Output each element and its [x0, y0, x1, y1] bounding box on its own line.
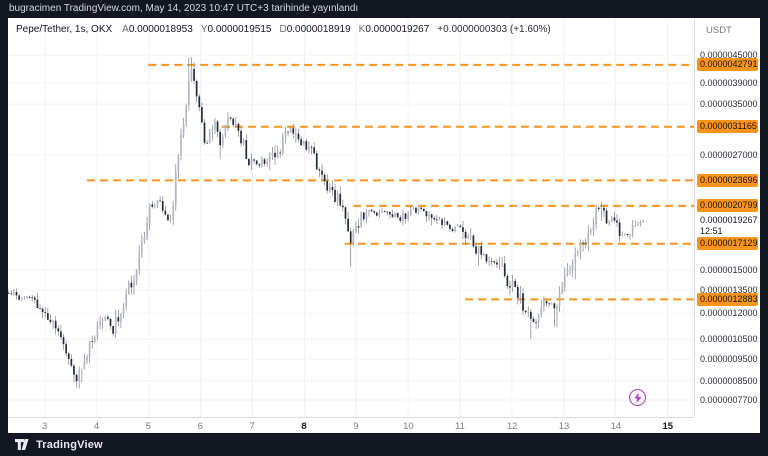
time-tick-label: 12: [506, 421, 518, 432]
time-tick-label: 10: [403, 421, 414, 432]
price-scale[interactable]: USDT 0.0000045000 0.0000039000 0.000003500…: [694, 18, 760, 417]
price-tick-label: 0.0000007700: [700, 395, 758, 405]
price-tick-label: 0.0000008500: [700, 375, 758, 386]
publish-text: bugracimen TradingView.com, May 14, 2023…: [9, 3, 359, 14]
publish-bar: bugracimen TradingView.com, May 14, 2023…: [0, 0, 768, 18]
tradingview-logo-icon[interactable]: [15, 438, 30, 451]
ohlc-item: K0.0000019267: [358, 24, 430, 35]
symbol-title[interactable]: Pepe/Tether, 1s, OKX: [16, 24, 113, 35]
price-tick-label: 0.0000012000: [700, 308, 758, 319]
price-level-badge[interactable]: 0.0000017129: [697, 237, 758, 251]
price-level-badge[interactable]: 0.0000012883: [697, 292, 758, 306]
lightning-icon: [633, 392, 642, 403]
price-tick-label: 0.0000009500: [700, 353, 758, 364]
price-tick-label: 0.0000013500: [700, 285, 758, 296]
time-tick-label: 4: [93, 421, 100, 432]
price-level-badge[interactable]: 0.0000023696: [697, 173, 758, 187]
currency-label: USDT: [706, 25, 732, 36]
time-scale[interactable]: 3 4 5 6 7 8 9 10 11 12 13 14 15: [8, 417, 694, 433]
ohlc-item: D0.0000018919: [279, 24, 351, 35]
time-tick-label: 14: [610, 421, 622, 432]
price-level-badge[interactable]: 0.0000020799: [697, 199, 758, 213]
time-tick-label: 9: [353, 421, 359, 432]
price-tick-label: 0.0000010500: [700, 334, 758, 345]
footer-bar: TradingView: [0, 433, 768, 456]
time-tick-label: 7: [249, 421, 255, 432]
countdown-label: 12:51: [700, 225, 723, 236]
price-tick-label: 0.0000039000: [700, 77, 758, 88]
chart-window: Pepe/Tether, 1s, OKX A0.0000018953 Y0.0000…: [8, 18, 760, 433]
price-level-badge[interactable]: 0.0000042791: [697, 58, 758, 72]
ohlc-values: A0.0000018953 Y0.0000019515 D0.0000018919 K…: [122, 24, 437, 35]
ohlc-item: A0.0000018953: [122, 24, 193, 35]
time-tick-label: 13: [558, 421, 570, 432]
change-value: +0.0000000303 (+1.60%): [437, 24, 551, 35]
price-tick-label: 0.0000015000: [700, 264, 758, 275]
candlestick-chart[interactable]: [8, 18, 694, 417]
flash-marker[interactable]: [629, 389, 646, 406]
price-tick-label: 0.0000027000: [700, 149, 758, 160]
last-price-label: 0.0000019267: [700, 214, 758, 225]
brand-label[interactable]: TradingView: [36, 438, 103, 451]
time-tick-label: 15: [662, 421, 674, 432]
candles: [8, 57, 644, 389]
time-tick-label: 6: [197, 421, 203, 432]
ohlc-item: Y0.0000019515: [200, 24, 272, 35]
price-level-badge[interactable]: 0.0000031165: [697, 120, 758, 134]
time-tick-label: 11: [455, 421, 465, 432]
support-resistance-lines[interactable]: [87, 63, 694, 301]
price-tick-label: 0.0000045000: [700, 50, 758, 60]
chart-header: Pepe/Tether, 1s, OKX A0.0000018953 Y0.0000…: [16, 24, 551, 35]
grid-lines: [8, 18, 694, 417]
time-tick-label: 3: [42, 421, 48, 432]
time-tick-label: 5: [145, 421, 152, 432]
time-tick-label: 8: [301, 421, 307, 432]
price-tick-label: 0.0000035000: [700, 99, 758, 110]
